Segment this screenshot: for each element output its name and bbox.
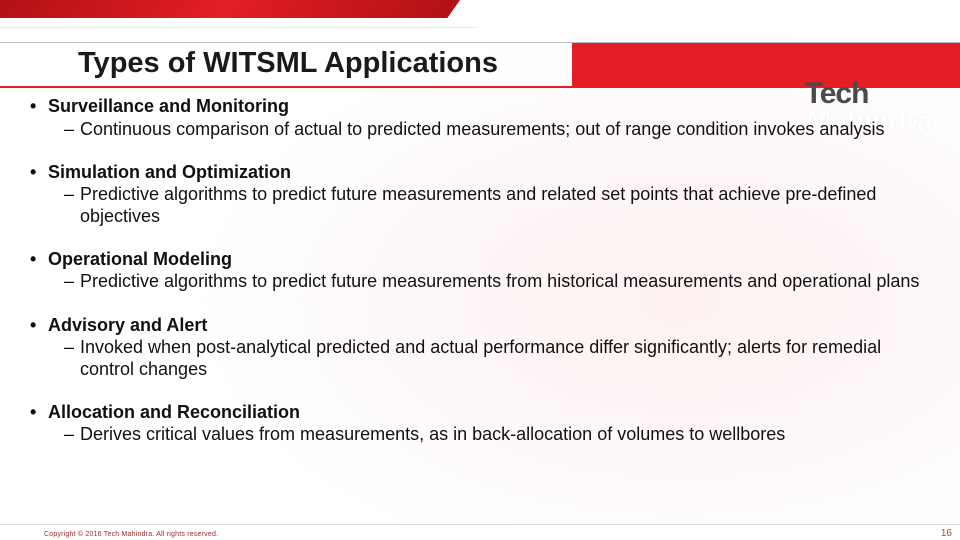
bullet-heading: Surveillance and Monitoring xyxy=(20,96,944,118)
bullet-item: Operational Modeling Predictive algorith… xyxy=(20,249,944,293)
bullet-sub: Continuous comparison of actual to predi… xyxy=(20,119,944,140)
bullet-heading: Advisory and Alert xyxy=(20,315,944,337)
page-number: 16 xyxy=(941,528,952,539)
copyright-text: Copyright © 2016 Tech Mahindra. All righ… xyxy=(44,531,218,538)
content-area: Surveillance and Monitoring Continuous c… xyxy=(20,96,944,446)
bullet-heading: Simulation and Optimization xyxy=(20,162,944,184)
top-accent-underline xyxy=(0,18,484,28)
bullet-sub: Predictive algorithms to predict future … xyxy=(20,271,944,292)
title-band: Types of WITSML Applications Tech Mahind… xyxy=(0,42,960,88)
slide: Types of WITSML Applications Tech Mahind… xyxy=(0,0,960,540)
bullet-sub: Invoked when post-analytical predicted a… xyxy=(20,337,944,379)
footer: Copyright © 2016 Tech Mahindra. All righ… xyxy=(0,524,960,540)
bullet-sub: Predictive algorithms to predict future … xyxy=(20,184,944,226)
bullet-item: Advisory and Alert Invoked when post-ana… xyxy=(20,315,944,380)
bullet-item: Surveillance and Monitoring Continuous c… xyxy=(20,96,944,140)
bullet-item: Simulation and Optimization Predictive a… xyxy=(20,162,944,227)
slide-title: Types of WITSML Applications xyxy=(78,47,498,80)
bullet-sub: Derives critical values from measurement… xyxy=(20,424,944,445)
bullet-heading: Allocation and Reconciliation xyxy=(20,402,944,424)
bullet-item: Allocation and Reconciliation Derives cr… xyxy=(20,402,944,446)
bullet-heading: Operational Modeling xyxy=(20,249,944,271)
top-accent-bar xyxy=(0,0,460,18)
